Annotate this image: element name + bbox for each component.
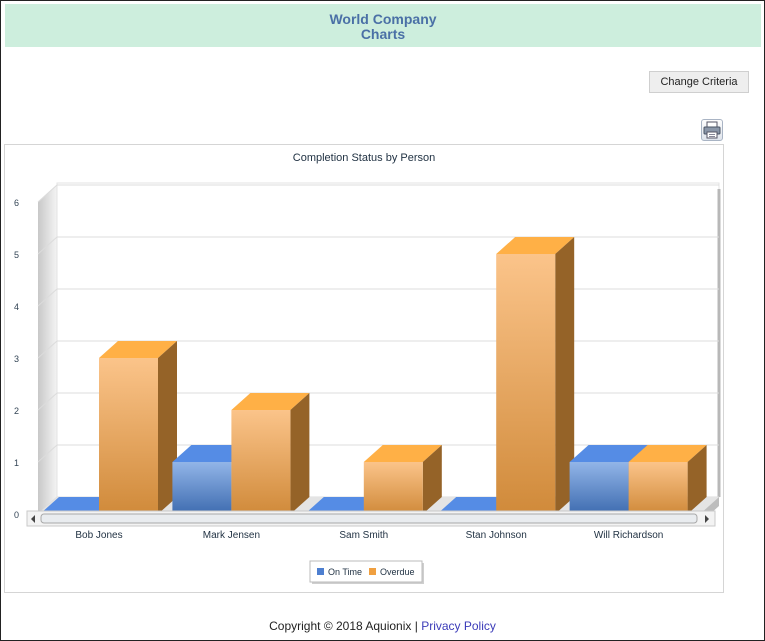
- bar-front: [231, 410, 291, 514]
- printer-icon: [703, 121, 721, 139]
- x-category-label: Sam Smith: [339, 530, 388, 541]
- bar-overdue-5: [628, 445, 707, 514]
- gridline-wall: [37, 288, 58, 307]
- privacy-policy-link[interactable]: Privacy Policy: [421, 619, 496, 633]
- page-header: World Company Charts: [5, 4, 761, 47]
- bar-side: [158, 341, 177, 514]
- page-title-line1: World Company: [329, 11, 437, 27]
- bar-top: [569, 445, 648, 462]
- bar-top: [437, 497, 516, 514]
- bar-top: [99, 341, 177, 358]
- bar-side: [687, 445, 707, 514]
- bar-front: [99, 358, 158, 514]
- y-tick-label: 4: [14, 302, 19, 312]
- bar-top: [628, 445, 707, 462]
- page-title-line2: Charts: [360, 26, 406, 42]
- x-category-label: Stan Johnson: [466, 530, 527, 541]
- gridline-wall: [37, 340, 58, 359]
- y-tick-label: 6: [14, 198, 19, 208]
- bar-front: [496, 254, 556, 514]
- gridline-wall: [37, 392, 58, 411]
- gridline-wall: [37, 184, 58, 203]
- bar-overdue-3: [363, 445, 442, 514]
- chart-title: Completion Status by Person: [293, 152, 435, 164]
- y-tick-label: 3: [14, 354, 19, 364]
- gridline-wall: [37, 444, 58, 463]
- bar-top: [304, 497, 383, 514]
- y-tick-label: 1: [14, 458, 19, 468]
- bar-overdue-4: [496, 237, 575, 514]
- change-criteria-button[interactable]: Change Criteria: [649, 71, 749, 93]
- bar-front: [628, 462, 688, 514]
- x-category-label: Will Richardson: [594, 530, 663, 541]
- chart-panel: Completion Status by Person 0 1 2 3 4 5 6 Bob Jo…: [4, 144, 724, 593]
- completion-status-chart: Completion Status by Person 0 1 2 3 4 5 6 Bob Jo…: [14, 152, 721, 584]
- legend-label: On Time: [328, 567, 362, 577]
- gridline-wall: [37, 236, 58, 255]
- bar-side: [290, 393, 310, 514]
- bar-on-time-3: [304, 497, 383, 514]
- bar-overdue-2: [231, 393, 310, 514]
- scroll-right-icon: [705, 515, 709, 523]
- bar-side: [422, 445, 442, 514]
- bar-front: [569, 462, 629, 514]
- copyright-text: Copyright © 2018 Aquionix |: [269, 619, 422, 633]
- y-tick-label: 2: [14, 406, 19, 416]
- bar-overdue-1: [99, 341, 177, 514]
- bar-top: [40, 497, 118, 514]
- legend-box: [309, 560, 423, 583]
- bar-top: [231, 393, 310, 410]
- bar-on-time-1: [40, 497, 118, 514]
- x-category-label: Bob Jones: [75, 530, 122, 541]
- chart-scrollbar[interactable]: [26, 510, 716, 527]
- legend-label: Overdue: [380, 567, 415, 577]
- scroll-left-icon: [31, 515, 35, 523]
- scrollbar-thumb: [40, 513, 698, 524]
- chart-legend: On Time Overdue: [309, 560, 424, 584]
- bar-front: [172, 462, 232, 514]
- footer: Copyright © 2018 Aquionix | Privacy Poli…: [1, 619, 764, 633]
- y-tick-label: 5: [14, 250, 19, 260]
- bar-front: [363, 462, 423, 514]
- bar-on-time-4: [437, 497, 516, 514]
- legend-swatch: [317, 568, 324, 575]
- legend-swatch: [369, 568, 376, 575]
- x-category-label: Mark Jensen: [203, 530, 260, 541]
- y-tick-label: 0: [14, 510, 19, 520]
- print-button[interactable]: [701, 119, 723, 141]
- bar-top: [496, 237, 575, 254]
- bar-top: [172, 445, 251, 462]
- bar-side: [555, 237, 575, 514]
- bar-top: [363, 445, 442, 462]
